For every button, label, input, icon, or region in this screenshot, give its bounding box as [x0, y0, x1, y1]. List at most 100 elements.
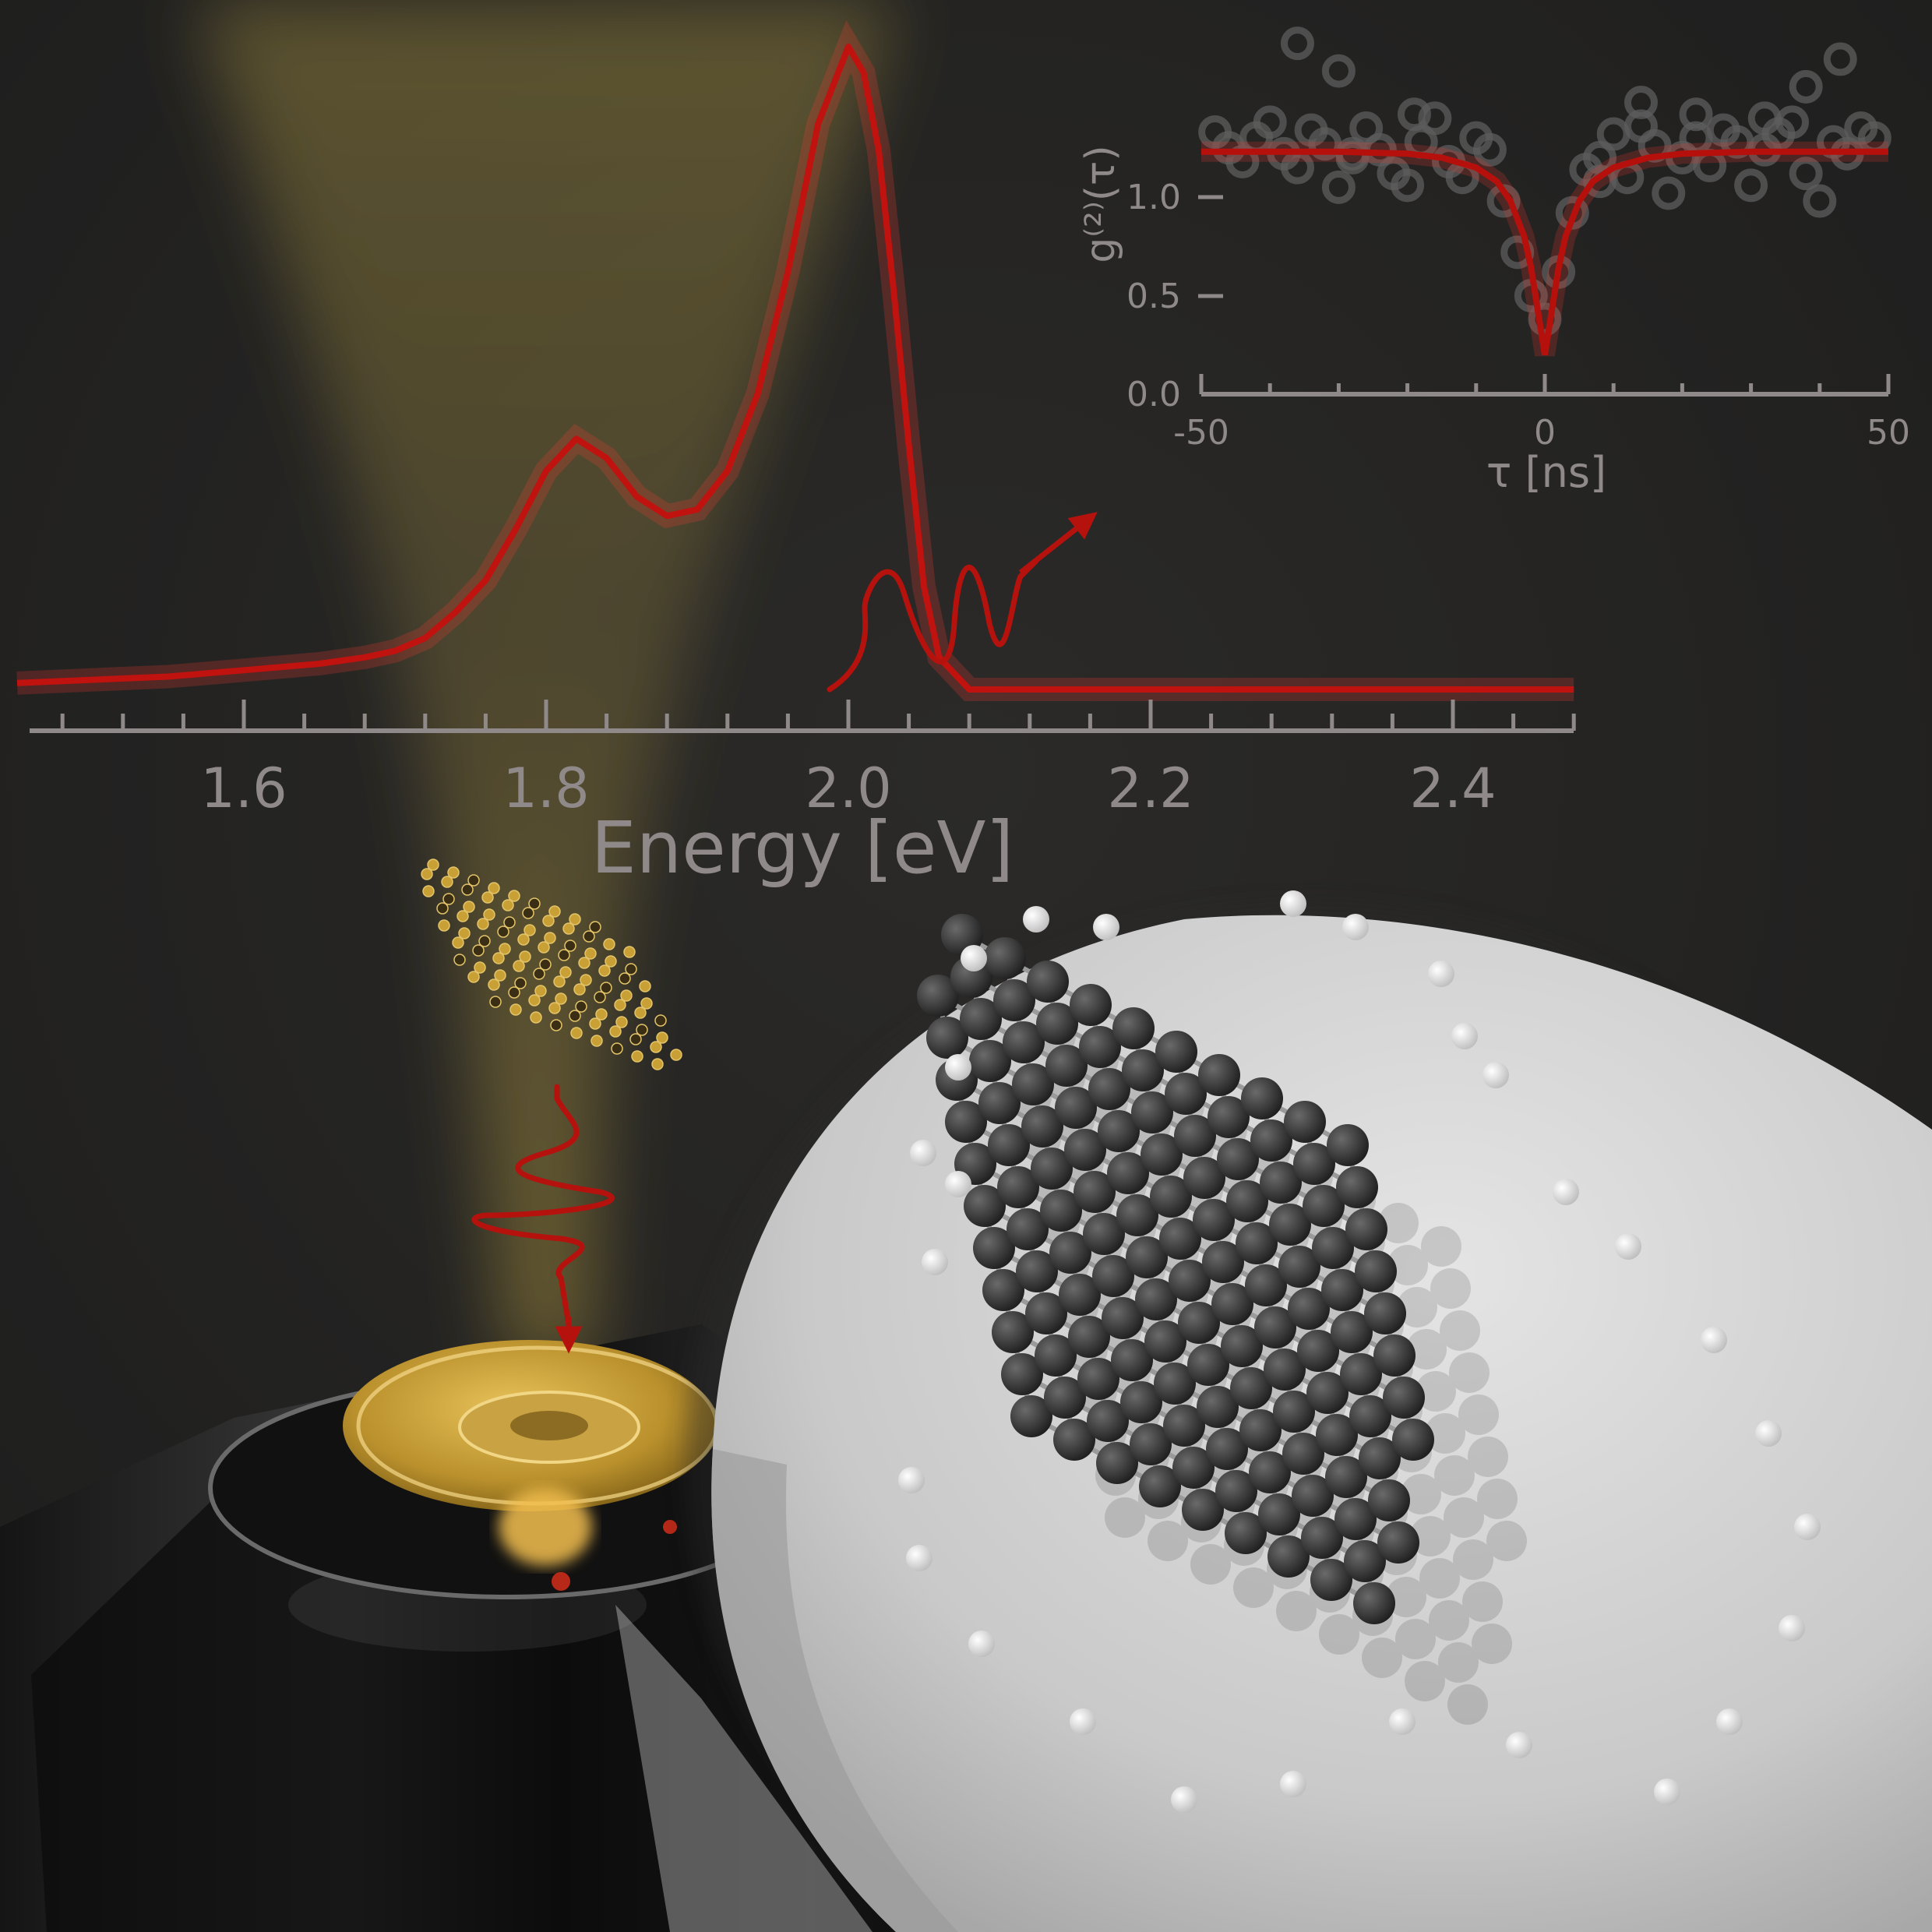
spectrum-xtick-2-0: 2.0 [805, 756, 891, 820]
carbon-atom [1035, 1334, 1077, 1377]
carbon-atom [1373, 1334, 1416, 1377]
small-molecule-atom [508, 986, 520, 999]
atom-shadow [1462, 1581, 1503, 1622]
small-molecule-atom [530, 1011, 542, 1024]
small-molecule-atom [481, 891, 494, 904]
carbon-atom [1241, 1077, 1283, 1119]
carbon-atom [1225, 1512, 1267, 1554]
carbon-atom [1003, 1021, 1045, 1063]
atom-shadow [1477, 1479, 1518, 1519]
atom-shadow [1416, 1371, 1456, 1412]
hydrogen-atom [1093, 914, 1119, 940]
carbon-atom [1083, 1213, 1125, 1255]
carbon-atom [1239, 1409, 1282, 1451]
small-molecule-atom [600, 982, 612, 994]
g2-data-point [1624, 86, 1658, 120]
excitation-photon [471, 1084, 615, 1327]
g2-data-point [1583, 164, 1617, 199]
atom-shadow [1486, 1521, 1527, 1561]
carbon-atom [1031, 1148, 1073, 1190]
small-molecule-atom [524, 924, 536, 936]
small-molecule-atom [488, 882, 500, 894]
small-molecule-atom [483, 908, 495, 921]
small-molecule-atom [559, 966, 572, 978]
carbon-atom [1087, 1400, 1129, 1442]
hydrogen-atom [961, 945, 987, 971]
small-molecule-atom [609, 1025, 622, 1038]
carbon-atom [1288, 1288, 1330, 1330]
g2-xtick-label-50: 50 [1867, 413, 1910, 453]
light-beam [195, 0, 896, 1363]
small-molecule-atom [589, 921, 601, 933]
carbon-atom [1310, 1559, 1352, 1601]
carbon-atom [1049, 1232, 1091, 1274]
small-molecule-atom [538, 941, 550, 954]
g2-data-point [1321, 170, 1356, 204]
carbon-atom [1074, 1171, 1116, 1213]
g2-data-point [1472, 132, 1507, 167]
g2-data-point [1391, 168, 1425, 203]
carbon-atom [992, 1311, 1034, 1353]
carbon-atom [1217, 1138, 1259, 1180]
carbon-atom [973, 1227, 1015, 1269]
carbon-atom [1236, 1222, 1278, 1264]
g2-fit-line [1201, 148, 1888, 356]
atom-shadow [1397, 1287, 1437, 1327]
atom-shadow [1430, 1268, 1471, 1309]
carbon-atom [1135, 1278, 1177, 1320]
carbon-atom [1264, 1349, 1306, 1391]
carbon-atom [1282, 1433, 1324, 1475]
carbon-atom [1053, 1419, 1095, 1461]
small-molecule-atom [562, 922, 575, 935]
g2-data-point [1803, 184, 1837, 218]
carbon-atom [993, 979, 1035, 1021]
carbon-atom [1336, 1166, 1378, 1208]
carbon-atom [969, 1040, 1011, 1082]
small-molecule-atom [477, 918, 489, 930]
carbon-atom [1131, 1091, 1173, 1133]
atom-shadow [1406, 1329, 1447, 1370]
carbon-atom [1293, 1143, 1335, 1185]
atom-shadow [1233, 1567, 1274, 1608]
spectrum-xtick-2-2: 2.2 [1107, 756, 1193, 820]
carbon-atom [1340, 1353, 1382, 1395]
small-molecule-atom [650, 1041, 662, 1053]
carbon-atom [1111, 1339, 1153, 1381]
small-molecule-atom [522, 907, 534, 919]
carbon-atom [997, 1166, 1039, 1208]
small-molecule-atom [492, 952, 505, 964]
small-molecule-atom [422, 885, 435, 897]
g2-data-point [1747, 101, 1782, 136]
hydrogen-atom [910, 1140, 936, 1166]
atom-shadow [1386, 1577, 1426, 1617]
small-molecule-atom [594, 991, 606, 1003]
carbon-atom [1183, 1157, 1225, 1199]
carbon-atom [1206, 1428, 1248, 1470]
carbon-atom [1260, 1162, 1302, 1204]
carbon-atom [1221, 1325, 1263, 1367]
small-molecule-atom [528, 994, 541, 1007]
small-molecule-atom [438, 919, 450, 932]
small-molecule-atom [584, 947, 597, 960]
g2-xtick-label-0: 0 [1534, 413, 1556, 453]
carbon-atom [1215, 1470, 1257, 1512]
small-molecule-atom [452, 936, 464, 949]
small-molecule-atom [427, 858, 439, 871]
hydrogen-atom [1428, 961, 1454, 987]
carbon-atom [1130, 1423, 1172, 1465]
small-molecule-atom [656, 1031, 668, 1044]
small-molecule-atom [528, 897, 541, 910]
g2-data-point [1789, 157, 1823, 191]
small-molecule-atom [570, 1027, 583, 1039]
g2-y-axis-label: g⁽²⁾(τ) [1077, 145, 1124, 263]
small-molecule-atom [636, 1024, 648, 1036]
small-molecule-atom [603, 938, 615, 950]
g2-data-point [1225, 144, 1260, 178]
carbon-atom [1297, 1330, 1339, 1372]
small-molecule-atom [569, 1010, 581, 1022]
g2-xtick-label-neg50: -50 [1173, 413, 1229, 453]
carbon-atom [1159, 1218, 1201, 1260]
carbon-atom [1284, 1101, 1326, 1143]
carbon-atom [1267, 1535, 1310, 1578]
